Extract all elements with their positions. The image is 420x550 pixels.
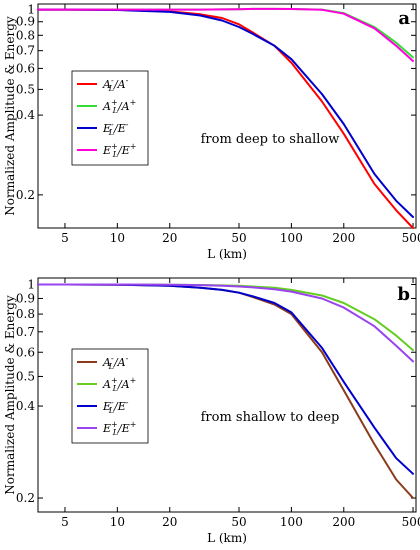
series-line-4 (37, 7, 414, 62)
y-axis-title: Normalized Amplitude & Energy (3, 16, 17, 216)
x-tick-label: 50 (231, 231, 246, 245)
y-tick-label: 0.2 (16, 188, 35, 202)
chart-panel-a: 5 10 20 50 100 200 500 0.2 0.4 0.5 0.6 0.7 0.80.91 L … (3, 3, 420, 261)
legend-label: E-L/E- (102, 120, 129, 137)
y-tick-label: 0.4 (16, 108, 35, 122)
y-tick-label: 0.5 (16, 369, 35, 383)
legend-label: E+ L/E+ (102, 142, 137, 159)
y-tick-label: 0.6 (16, 61, 35, 75)
legend-label: A-L/A- (102, 76, 129, 93)
series-line-3 (37, 8, 414, 218)
x-tick-label: 200 (332, 231, 355, 245)
y-tick-label: 1 (27, 3, 35, 17)
y-axis-title: Normalized Amplitude & Energy (3, 295, 17, 495)
y-tick-label: 0.4 (16, 399, 35, 413)
x-tick-label: 500 (402, 515, 420, 529)
plot-frame (37, 3, 417, 229)
x-axis-title: L (km) (207, 531, 247, 545)
y-tick-label: 1 (27, 277, 35, 291)
chart-panel-b: 5 10 20 50 100 200 500 0.2 0.4 0.5 0.6 0.7 0.8 0.91 L … (3, 277, 420, 545)
legend-label: A+ L/A+ (102, 98, 136, 115)
plot-frame (37, 277, 417, 513)
y-tick-label: 0.6 (16, 345, 35, 359)
x-tick-label: 5 (61, 515, 69, 529)
x-tick-label: 20 (162, 231, 177, 245)
legend-label: A+ L/A+ (102, 376, 136, 393)
annotation: from shallow to deep (201, 410, 340, 425)
legend-box (71, 70, 149, 166)
panel-label: a (398, 8, 410, 29)
series-line-2 (37, 7, 414, 59)
annotation: from deep to shallow (201, 132, 340, 147)
x-tick-label: 20 (162, 515, 177, 529)
y-tick-label: 0.9 (16, 15, 35, 29)
x-tick-label: 100 (280, 231, 303, 245)
y-tick-label: 0.8 (16, 307, 35, 321)
x-tick-label: 50 (231, 515, 246, 529)
x-tick-label: 200 (332, 515, 355, 529)
legend: A-L/A- A+ L/A+ E-L/E- E+ L/E+ (71, 348, 149, 444)
legend-label: E+ L/E+ (102, 420, 137, 437)
legend-label: E-L/E- (102, 398, 129, 415)
x-tick-label: 5 (61, 231, 69, 245)
x-axis-title: L (km) (207, 247, 247, 261)
series-line-4 (37, 283, 414, 363)
y-tick-label: 0.7 (16, 325, 35, 339)
y-tick-label: 0.8 (16, 28, 35, 42)
series-line-2 (37, 283, 414, 352)
legend: A-L/A- A+ L/A+ E-L/E- E+ L/E+ (71, 70, 149, 166)
y-tick-label: 0.9 (16, 291, 35, 305)
panel-label: b (397, 284, 410, 305)
y-tick-label: 0.5 (16, 82, 35, 96)
y-tick-label: 0.7 (16, 44, 35, 58)
x-tick-label: 500 (402, 231, 420, 245)
x-tick-label: 10 (110, 515, 125, 529)
legend-label: A-L/A- (102, 354, 129, 371)
x-tick-label: 100 (280, 515, 303, 529)
x-tick-label: 10 (110, 231, 125, 245)
y-tick-label: 0.2 (16, 491, 35, 505)
